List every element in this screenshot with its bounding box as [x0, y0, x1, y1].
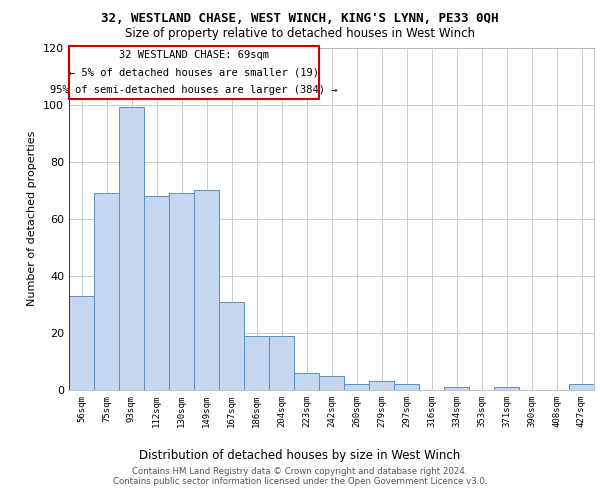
Bar — [119, 108, 144, 390]
Text: Contains HM Land Registry data © Crown copyright and database right 2024.: Contains HM Land Registry data © Crown c… — [132, 467, 468, 476]
Bar — [144, 196, 169, 390]
Bar — [319, 376, 344, 390]
Bar — [219, 302, 244, 390]
Bar — [194, 190, 219, 390]
Text: 32, WESTLAND CHASE, WEST WINCH, KING'S LYNN, PE33 0QH: 32, WESTLAND CHASE, WEST WINCH, KING'S L… — [101, 12, 499, 26]
Bar — [344, 384, 369, 390]
Y-axis label: Number of detached properties: Number of detached properties — [28, 131, 37, 306]
Bar — [494, 387, 519, 390]
Bar — [169, 193, 194, 390]
Bar — [569, 384, 594, 390]
Bar — [69, 296, 94, 390]
Bar — [369, 382, 394, 390]
Text: Contains public sector information licensed under the Open Government Licence v3: Contains public sector information licen… — [113, 477, 487, 486]
Bar — [294, 373, 319, 390]
Text: 32 WESTLAND CHASE: 69sqm: 32 WESTLAND CHASE: 69sqm — [119, 50, 269, 60]
Text: Distribution of detached houses by size in West Winch: Distribution of detached houses by size … — [139, 450, 461, 462]
Bar — [394, 384, 419, 390]
Text: 95% of semi-detached houses are larger (384) →: 95% of semi-detached houses are larger (… — [50, 84, 338, 94]
Bar — [269, 336, 294, 390]
Text: ← 5% of detached houses are smaller (19): ← 5% of detached houses are smaller (19) — [69, 68, 319, 78]
Bar — [94, 193, 119, 390]
Bar — [69, 46, 319, 99]
Bar — [444, 387, 469, 390]
Text: Size of property relative to detached houses in West Winch: Size of property relative to detached ho… — [125, 28, 475, 40]
Bar — [244, 336, 269, 390]
